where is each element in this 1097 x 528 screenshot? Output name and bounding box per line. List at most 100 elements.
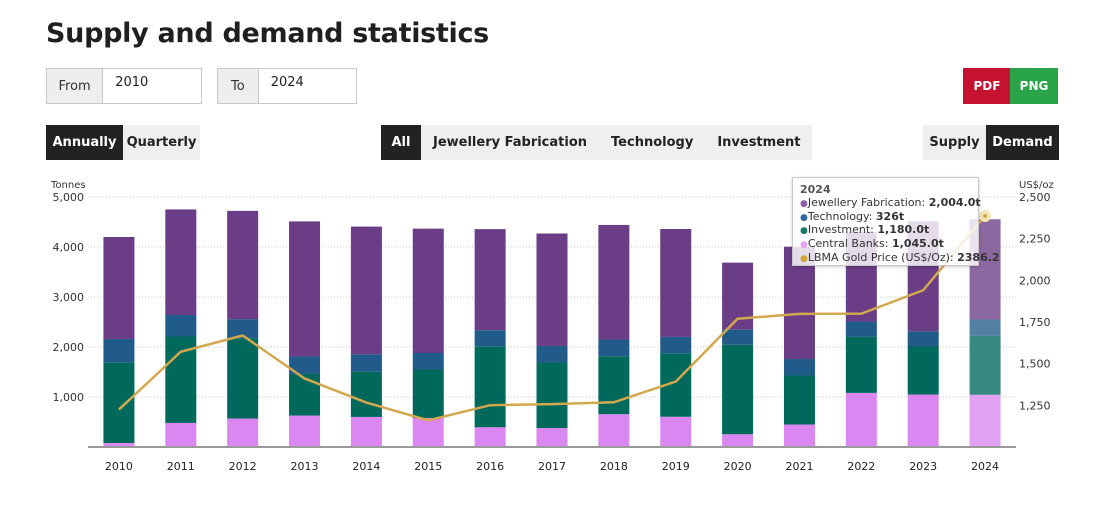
tooltip-row: ●Jewellery Fabrication: 2,004.0t: [800, 195, 981, 211]
from-label: From: [47, 69, 104, 103]
bar-segment: [227, 210, 259, 320]
bar-segment: [907, 394, 939, 447]
filter-investment-button[interactable]: Investment: [705, 125, 813, 160]
bar-segment: [412, 353, 444, 370]
bar-segment: [165, 209, 197, 315]
bar-segment: [412, 418, 444, 447]
bar-segment: [350, 371, 382, 417]
tooltip-dot-icon: ●: [800, 198, 808, 209]
bar-segment: [350, 226, 382, 355]
bar-segment: [969, 319, 1001, 336]
tooltip-value: 2,004.0t: [928, 195, 981, 209]
demand-button[interactable]: Demand: [986, 125, 1059, 160]
bar-segment: [474, 427, 506, 447]
tooltip-dot-icon: ●: [800, 212, 808, 223]
x-tick-label: 2015: [414, 460, 442, 473]
to-label: To: [218, 69, 259, 103]
bar-segment: [722, 329, 754, 345]
x-tick-label: 2021: [785, 460, 813, 473]
bar-segment: [474, 229, 506, 331]
bar-segment: [227, 338, 259, 419]
filter-all-button[interactable]: All: [381, 125, 421, 160]
bar-segment: [474, 346, 506, 428]
tooltip-value: 326t: [875, 209, 905, 223]
bar-segment: [412, 369, 444, 418]
bar-segment: [845, 336, 877, 393]
x-tick-label: 2013: [291, 460, 319, 473]
tooltip-value: 1,180.0t: [877, 223, 930, 237]
left-tick-label: 3,000: [53, 291, 85, 304]
x-tick-label: 2019: [662, 460, 690, 473]
from-year-field[interactable]: From 2010: [46, 68, 202, 104]
left-tick-label: 4,000: [53, 241, 85, 254]
tooltip-value: 2386.2: [957, 250, 1000, 264]
page-title: Supply and demand statistics: [46, 18, 489, 49]
x-tick-label: 2016: [476, 460, 504, 473]
bar-segment: [350, 416, 382, 447]
left-axis-label: Tonnes: [50, 180, 86, 191]
x-tick-label: 2022: [847, 460, 875, 473]
bar-segment: [598, 224, 630, 340]
bar-segment: [783, 424, 815, 447]
right-tick-label: 2,500: [1019, 191, 1051, 204]
annually-button[interactable]: Annually: [46, 125, 123, 160]
export-png-button[interactable]: PNG: [1010, 68, 1058, 104]
x-tick-label: 2014: [352, 460, 380, 473]
quarterly-button[interactable]: Quarterly: [123, 125, 200, 160]
bar-segment: [845, 321, 877, 337]
bar-segment: [165, 315, 197, 337]
x-tick-label: 2017: [538, 460, 566, 473]
tooltip-row: ●LBMA Gold Price (US$/Oz): 2386.2: [800, 251, 1000, 266]
tooltip-label: Investment:: [807, 223, 878, 237]
bar-segment: [969, 335, 1001, 395]
tooltip-label: Central Banks:: [807, 237, 892, 251]
bar-segment: [165, 422, 197, 447]
supply-button[interactable]: Supply: [923, 125, 986, 160]
bar-segment: [474, 330, 506, 347]
category-filter: All Jewellery Fabrication Technology Inv…: [381, 125, 813, 160]
bar-segment: [536, 233, 568, 346]
bar-segment: [536, 362, 568, 429]
left-tick-label: 1,000: [53, 391, 85, 404]
bar-segment: [783, 375, 815, 425]
right-tick-label: 2,250: [1019, 233, 1051, 246]
bar-segment: [907, 346, 939, 395]
right-tick-label: 2,000: [1019, 274, 1051, 287]
bar-segment: [289, 415, 321, 447]
tooltip-year: 2024: [800, 183, 831, 196]
bar-segment: [598, 414, 630, 447]
to-year-input[interactable]: 2024: [258, 69, 356, 103]
export-pdf-button[interactable]: PDF: [963, 68, 1011, 104]
bar-segment: [289, 356, 321, 375]
tooltip-dot-icon: ●: [800, 240, 808, 251]
right-tick-label: 1,750: [1019, 316, 1051, 329]
bar-segment: [660, 416, 692, 447]
to-year-field[interactable]: To 2024: [217, 68, 357, 104]
bar-segment: [103, 237, 135, 339]
tooltip-row: ●Investment: 1,180.0t: [800, 223, 978, 238]
bar-segment: [350, 354, 382, 372]
bar-segment: [722, 344, 754, 435]
bar-segment: [907, 331, 939, 347]
x-tick-label: 2023: [909, 460, 937, 473]
bar-segment: [660, 229, 692, 337]
bar-segment: [103, 338, 135, 363]
bar-segment: [598, 356, 630, 415]
filter-jewellery-button[interactable]: Jewellery Fabrication: [421, 125, 600, 160]
bar-segment: [227, 418, 259, 447]
bar-segment: [722, 434, 754, 447]
x-tick-label: 2020: [724, 460, 752, 473]
bar-segment: [412, 228, 444, 353]
bar-segment: [289, 374, 321, 416]
tooltip-dot-icon: ●: [800, 226, 808, 237]
supply-demand-toggle: Supply Demand: [923, 125, 1059, 160]
bar-segment: [660, 336, 692, 354]
right-axis-label: US$/oz: [1019, 180, 1054, 191]
right-tick-label: 1,250: [1019, 399, 1051, 412]
from-year-input[interactable]: 2010: [103, 69, 201, 103]
gold-price-line: [118, 215, 987, 422]
bar-segment: [845, 392, 877, 447]
filter-technology-button[interactable]: Technology: [599, 125, 706, 160]
tooltip-row: ●Central Banks: 1,045.0t: [800, 237, 978, 252]
tooltip-label: Jewellery Fabrication:: [807, 195, 929, 209]
